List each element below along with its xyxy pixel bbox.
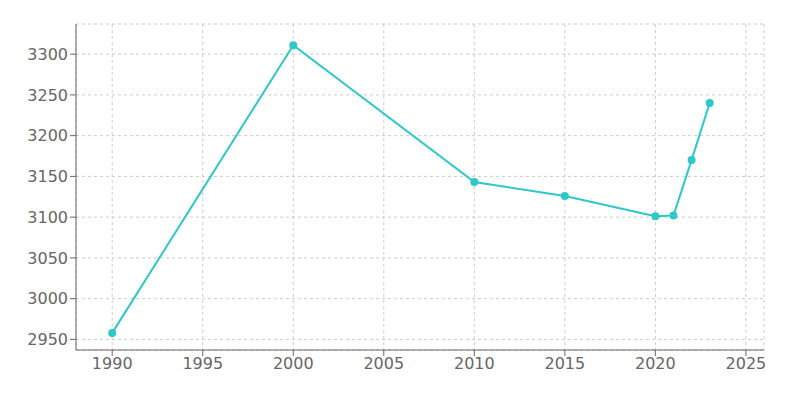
svg-text:2950: 2950 [27, 330, 68, 349]
svg-text:2020: 2020 [635, 354, 676, 373]
svg-text:2025: 2025 [726, 354, 767, 373]
svg-text:3100: 3100 [27, 208, 68, 227]
svg-text:3050: 3050 [27, 249, 68, 268]
svg-text:2015: 2015 [544, 354, 585, 373]
svg-text:2010: 2010 [454, 354, 495, 373]
svg-text:2005: 2005 [363, 354, 404, 373]
svg-text:3250: 3250 [27, 86, 68, 105]
svg-text:3150: 3150 [27, 167, 68, 186]
svg-text:3200: 3200 [27, 126, 68, 145]
svg-text:2000: 2000 [273, 354, 314, 373]
svg-text:1990: 1990 [92, 354, 133, 373]
svg-text:1995: 1995 [182, 354, 223, 373]
svg-text:3000: 3000 [27, 289, 68, 308]
svg-text:3300: 3300 [27, 45, 68, 64]
